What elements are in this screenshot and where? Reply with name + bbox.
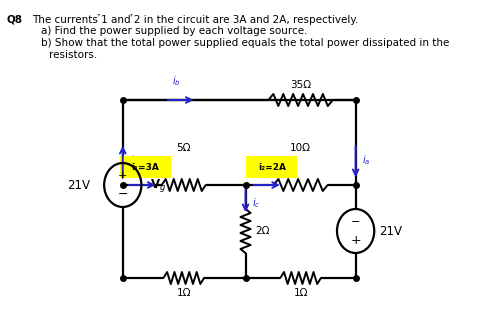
Text: Q8: Q8 xyxy=(7,14,23,24)
Text: $i_a$: $i_a$ xyxy=(362,153,371,167)
Text: −: − xyxy=(118,188,128,201)
Text: 21V: 21V xyxy=(67,178,90,192)
Text: +: + xyxy=(118,171,128,181)
Text: 35Ω: 35Ω xyxy=(290,80,311,90)
Text: a) Find the power supplied by each voltage source.: a) Find the power supplied by each volta… xyxy=(41,26,307,36)
Text: 1Ω: 1Ω xyxy=(293,288,308,298)
Text: +: + xyxy=(350,234,361,247)
Text: $i_c$: $i_c$ xyxy=(252,196,261,210)
Text: $i_b$: $i_b$ xyxy=(172,74,180,88)
Text: 1Ω: 1Ω xyxy=(177,288,191,298)
Text: i₁=3A: i₁=3A xyxy=(132,163,159,172)
Text: The currents ̉1 and ̉2 in the circuit are 3A and 2A, respectively.: The currents ̉1 and ̉2 in the circuit ar… xyxy=(32,14,359,25)
Text: 5Ω: 5Ω xyxy=(177,143,191,153)
Text: −: − xyxy=(351,217,360,227)
Text: i₂=2A: i₂=2A xyxy=(258,163,286,172)
Text: resistors.: resistors. xyxy=(49,50,97,60)
Text: $i_b$: $i_b$ xyxy=(130,153,138,167)
Text: $\mathbf{V}_g$: $\mathbf{V}_g$ xyxy=(150,176,166,194)
FancyBboxPatch shape xyxy=(120,156,171,178)
Text: b) Show that the total power supplied equals the total power dissipated in the: b) Show that the total power supplied eq… xyxy=(41,38,449,48)
Text: 21V: 21V xyxy=(379,224,402,238)
FancyBboxPatch shape xyxy=(246,156,297,178)
Text: 10Ω: 10Ω xyxy=(290,143,311,153)
Text: 2Ω: 2Ω xyxy=(256,226,270,236)
